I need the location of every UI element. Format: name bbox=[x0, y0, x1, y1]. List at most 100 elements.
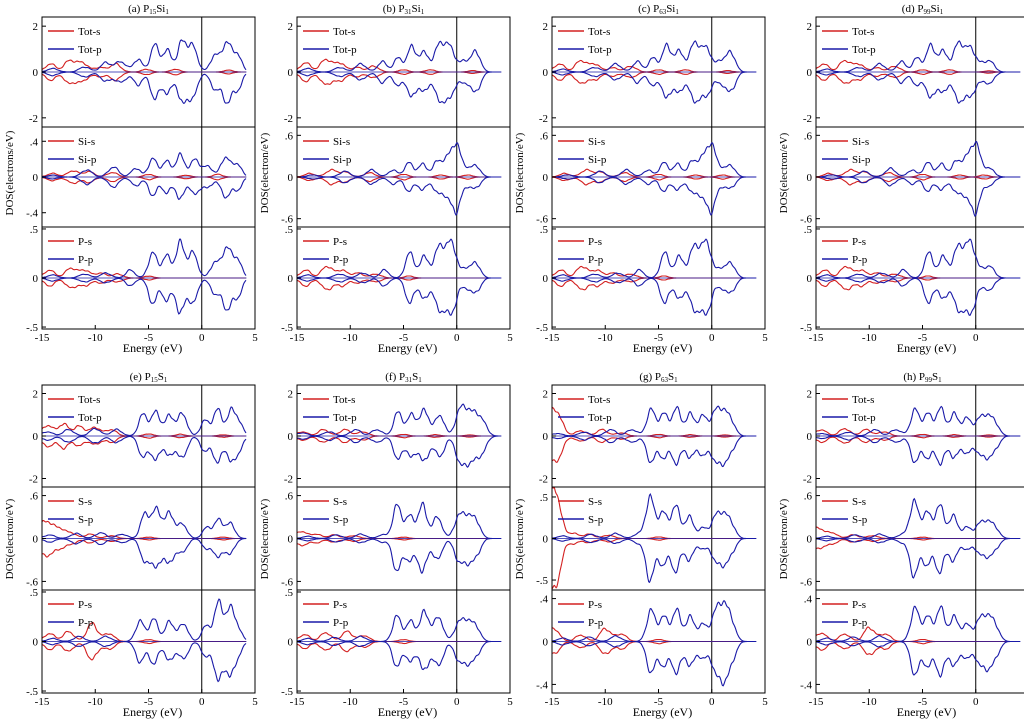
subplot-5: (f) P31S1 -2 0 2 Tot-s Tot-p -.6 0 .6 S-s S-p -.5 0.… bbox=[259, 371, 513, 719]
series-line-tot-p-up bbox=[551, 405, 756, 437]
series-line-tot-s-up bbox=[815, 428, 1020, 437]
legend-label: P-s bbox=[333, 599, 347, 611]
series-line-p-p-down bbox=[41, 277, 247, 315]
panel-P: -.5 0 .5 P-s P-p bbox=[281, 587, 511, 698]
series-line-p-p-up bbox=[815, 605, 1020, 643]
panel-S: -.6 0 .6 S-s S-p bbox=[26, 486, 256, 591]
panel-Si: -.6 0 .6 Si-s Si-p bbox=[281, 126, 511, 228]
title-part: S bbox=[668, 371, 674, 383]
legend-label: Tot-s bbox=[852, 394, 874, 406]
y-tick-label: -.5 bbox=[26, 686, 38, 698]
x-tick-label: -10 bbox=[862, 696, 877, 708]
y-tick-label: -.4 bbox=[800, 679, 812, 691]
series-line-si-p-up bbox=[41, 152, 247, 178]
legend-label: S-s bbox=[333, 496, 347, 508]
y-tick-label: -.6 bbox=[281, 214, 293, 226]
title-part: S bbox=[412, 371, 418, 383]
title-part: 1 bbox=[940, 8, 944, 16]
y-tick-label: 0 bbox=[807, 534, 813, 546]
panel-total: -2 0 2 Tot-s Tot-p bbox=[539, 16, 766, 128]
subplot-7: (h) P99S1 -2 0 2 Tot-s Tot-p -.6 0 .6 S-s S-p -.4 0.… bbox=[778, 371, 1024, 719]
series-line-tot-s-up bbox=[296, 428, 501, 437]
legend-label: Tot-p bbox=[333, 412, 357, 424]
series-line-s-p-up bbox=[815, 497, 1020, 540]
series-line-si-s-down bbox=[41, 176, 246, 185]
x-tick-label: -10 bbox=[88, 332, 103, 344]
y-tick-label: 0 bbox=[543, 534, 549, 546]
y-tick-label: 0 bbox=[807, 67, 813, 79]
y-axis-label: DOS(electron/eV) bbox=[259, 498, 271, 579]
y-axis-label: DOS(electron/eV) bbox=[4, 498, 16, 579]
subplot-title: (a) P15Si1 bbox=[128, 3, 169, 16]
x-tick-label: -15 bbox=[35, 332, 50, 344]
y-tick-label: .6 bbox=[540, 130, 549, 142]
series-line-tot-p-up bbox=[296, 403, 501, 437]
y-tick-label: .5 bbox=[30, 224, 39, 236]
panel-total: -2 0 2 Tot-s Tot-p bbox=[803, 16, 1024, 128]
series-line-tot-p-down bbox=[551, 435, 756, 468]
y-tick-label: 0 bbox=[807, 431, 813, 443]
y-tick-label: .6 bbox=[285, 491, 294, 503]
y-tick-label: 0 bbox=[288, 431, 294, 443]
x-tick-label: -5 bbox=[144, 332, 154, 344]
x-tick-label: 0 bbox=[199, 332, 205, 344]
legend-label: Tot-s bbox=[852, 26, 874, 38]
panel-P: -.5 0 .5 P-s P-p bbox=[26, 587, 256, 698]
panel-total: -2 0 2 Tot-s Tot-p bbox=[284, 384, 511, 488]
x-axis-label: Energy (eV) bbox=[378, 705, 437, 719]
series-line-si-s-down bbox=[815, 176, 1020, 186]
title-part: 63 bbox=[659, 8, 667, 16]
title-part: (a) P bbox=[128, 3, 149, 15]
x-tick-label: -5 bbox=[654, 696, 664, 708]
series-line-tot-s-down bbox=[815, 435, 1020, 444]
legend-label: P-p bbox=[78, 254, 94, 266]
series-line-p-p-up bbox=[296, 238, 501, 279]
x-axis-label: Energy (eV) bbox=[897, 341, 956, 355]
x-tick-label: 5 bbox=[507, 696, 513, 708]
y-tick-label: -.5 bbox=[800, 322, 812, 334]
series-line-p-p-down bbox=[551, 640, 756, 687]
y-tick-label: 0 bbox=[33, 273, 39, 285]
x-tick-label: 5 bbox=[252, 696, 258, 708]
series-line-p-p-down bbox=[815, 277, 1020, 316]
series-line-tot-p-down bbox=[41, 71, 247, 105]
x-tick-label: -15 bbox=[809, 696, 824, 708]
title-part: (h) P bbox=[903, 371, 925, 383]
x-tick-label: -15 bbox=[545, 696, 560, 708]
subplot-title: (h) P99S1 bbox=[903, 371, 942, 384]
y-tick-label: 0 bbox=[543, 67, 549, 79]
panel-P: -.5 0 .5 P-s P-p bbox=[26, 224, 256, 334]
legend-label: P-p bbox=[852, 254, 868, 266]
y-tick-label: -.6 bbox=[536, 214, 548, 226]
y-tick-label: 0 bbox=[33, 431, 39, 443]
y-tick-label: -.6 bbox=[281, 576, 293, 588]
y-tick-label: .5 bbox=[30, 587, 39, 599]
legend-label: Si-s bbox=[333, 136, 350, 148]
y-tick-label: 0 bbox=[288, 637, 294, 649]
title-part: 1 bbox=[675, 8, 679, 16]
title-part: 99 bbox=[924, 8, 932, 16]
y-tick-label: -2 bbox=[29, 113, 38, 125]
series-line-tot-p-down bbox=[815, 71, 1020, 104]
legend-label: Si-p bbox=[852, 154, 871, 166]
series-line-p-p-down bbox=[815, 640, 1020, 679]
series-line-tot-s-down bbox=[296, 71, 501, 85]
legend-label: Tot-s bbox=[78, 26, 100, 38]
y-tick-label: .4 bbox=[30, 136, 39, 148]
legend-label: Si-p bbox=[588, 154, 607, 166]
y-tick-label: .5 bbox=[540, 224, 549, 236]
y-tick-label: .5 bbox=[285, 224, 294, 236]
x-tick-label: -5 bbox=[918, 696, 928, 708]
y-tick-label: -.4 bbox=[536, 679, 548, 691]
series-line-tot-p-down bbox=[296, 435, 501, 468]
title-part: (c) P bbox=[638, 3, 659, 15]
series-line-p-p-down bbox=[551, 277, 756, 316]
series-line-tot-s-down bbox=[296, 435, 501, 444]
series-line-tot-p-down bbox=[815, 435, 1020, 467]
legend-label: Tot-s bbox=[333, 26, 355, 38]
y-tick-label: 0 bbox=[33, 67, 39, 79]
x-tick-label: -15 bbox=[35, 696, 50, 708]
y-tick-label: 0 bbox=[543, 273, 549, 285]
series-line-tot-s-down bbox=[551, 71, 756, 84]
y-tick-label: .6 bbox=[30, 491, 39, 503]
